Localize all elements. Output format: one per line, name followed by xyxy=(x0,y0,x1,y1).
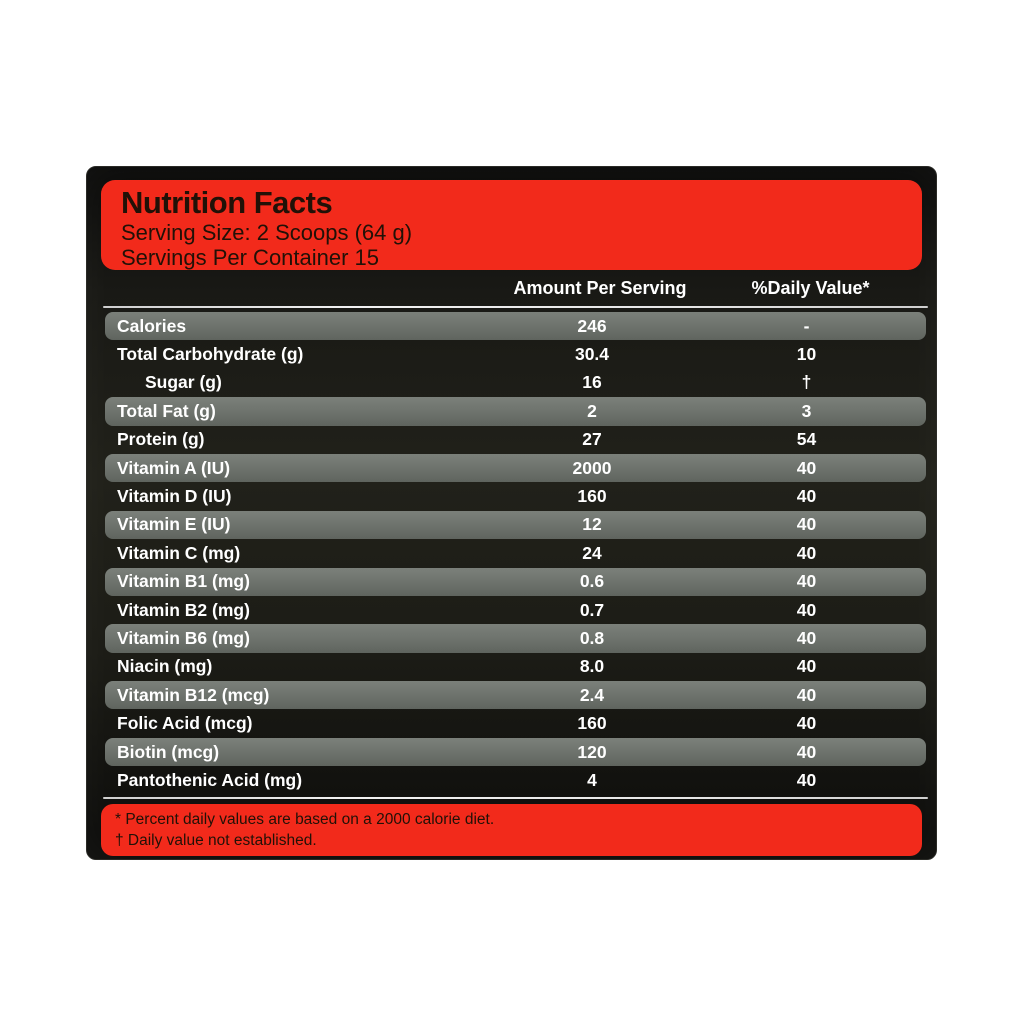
nutrient-name: Vitamin B6 (mg) xyxy=(117,627,250,648)
table-column-headers: Amount Per Serving %Daily Value* xyxy=(105,272,926,304)
nutrient-amount: 4 xyxy=(587,769,597,790)
nutrient-amount: 160 xyxy=(577,713,607,734)
nutrient-amount: 0.7 xyxy=(579,599,605,620)
table-row: Niacin (mg) 8.0 40 xyxy=(105,653,926,681)
nutrient-amount: 30.4 xyxy=(574,344,610,365)
table-row: Calories 246 - xyxy=(105,312,926,341)
nutrient-name: Vitamin B1 (mg) xyxy=(117,571,250,592)
nutrient-name: Total Carbohydrate (g) xyxy=(117,344,304,365)
nutrient-daily-value: 40 xyxy=(796,457,817,478)
nutrient-name: Vitamin B12 (mcg) xyxy=(117,684,270,705)
nutrient-amount: 2.4 xyxy=(579,684,605,705)
nutrient-amount: 24 xyxy=(582,542,602,563)
nutrient-name: Vitamin B2 (mg) xyxy=(117,599,250,620)
nutrient-name: Protein (g) xyxy=(117,429,205,450)
nutrient-amount: 246 xyxy=(577,315,607,336)
footnote-daily-value-not-established: † Daily value not established. xyxy=(115,831,317,849)
nutrient-amount: 160 xyxy=(577,486,607,507)
nutrient-amount: 2 xyxy=(587,400,597,421)
table-row: Pantothenic Acid (mg) 4 40 xyxy=(105,766,926,794)
nutrient-daily-value: 40 xyxy=(796,542,817,563)
serving-size-text: Serving Size: 2 Scoops (64 g) xyxy=(121,220,413,245)
table-row: Protein (g) 27 54 xyxy=(105,426,926,454)
nutrient-daily-value: 10 xyxy=(796,344,817,365)
nutrient-amount: 0.6 xyxy=(579,571,605,592)
nutrient-amount: 16 xyxy=(582,372,602,393)
table-row: Total Fat (g) 2 3 xyxy=(105,397,926,426)
nutrient-daily-value: 40 xyxy=(796,741,817,762)
table-row: Total Carbohydrate (g) 30.4 10 xyxy=(105,340,926,368)
table-row: Vitamin E (IU) 12 40 xyxy=(105,510,926,540)
nutrient-amount: 120 xyxy=(577,741,607,762)
nutrient-daily-value: 40 xyxy=(796,769,817,790)
nutrient-name: Vitamin D (IU) xyxy=(117,486,232,507)
nutrition-table: Calories 246 - Total Carbohydrate (g) 30… xyxy=(105,312,926,795)
nutrient-daily-value: 40 xyxy=(796,514,817,535)
table-row: Vitamin A (IU) 2000 40 xyxy=(105,453,926,483)
table-row: Vitamin B1 (mg) 0.6 40 xyxy=(105,567,926,596)
nutrient-amount: 27 xyxy=(582,429,602,450)
nutrition-facts-label: Nutrition Facts Serving Size: 2 Scoops (… xyxy=(86,166,937,860)
footnotes-panel: * Percent daily values are based on a 20… xyxy=(101,803,922,856)
table-row: Vitamin B12 (mcg) 2.4 40 xyxy=(105,681,926,710)
footnote-percent-daily-values: * Percent daily values are based on a 20… xyxy=(115,810,495,828)
nutrient-name: Vitamin C (mg) xyxy=(117,542,241,563)
nutrient-name: Pantothenic Acid (mg) xyxy=(117,769,303,790)
table-row: Biotin (mcg) 120 40 xyxy=(105,737,926,767)
table-row: Vitamin B6 (mg) 0.8 40 xyxy=(105,624,926,653)
label-header-panel: Nutrition Facts Serving Size: 2 Scoops (… xyxy=(101,180,922,270)
nutrient-daily-value: 3 xyxy=(801,400,812,421)
nutrient-daily-value: 40 xyxy=(796,486,817,507)
nutrient-daily-value: 40 xyxy=(796,713,817,734)
nutrient-name: Calories xyxy=(117,315,187,336)
nutrient-amount: 12 xyxy=(582,514,602,535)
nutrient-amount: 0.8 xyxy=(579,627,605,648)
nutrient-amount: 8.0 xyxy=(579,656,605,677)
nutrient-daily-value: 40 xyxy=(796,627,817,648)
column-header-daily-value: %Daily Value* xyxy=(751,277,870,298)
nutrient-name: Folic Acid (mcg) xyxy=(117,713,253,734)
nutrient-daily-value: - xyxy=(803,315,810,336)
table-row: Folic Acid (mcg) 160 40 xyxy=(105,709,926,737)
footer-separator-line xyxy=(103,796,928,799)
servings-per-container-text: Servings Per Container 15 xyxy=(121,245,380,270)
nutrient-daily-value: 54 xyxy=(796,429,817,450)
page-title: Nutrition Facts xyxy=(121,185,333,220)
table-row: Vitamin B2 (mg) 0.7 40 xyxy=(105,596,926,624)
nutrient-amount: 2000 xyxy=(572,457,612,478)
column-header-amount: Amount Per Serving xyxy=(513,277,687,298)
table-row: Sugar (g) 16 † xyxy=(105,369,926,397)
nutrient-daily-value: † xyxy=(801,372,812,393)
nutrient-daily-value: 40 xyxy=(796,684,817,705)
table-row: Vitamin C (mg) 24 40 xyxy=(105,539,926,567)
nutrient-daily-value: 40 xyxy=(796,571,817,592)
table-row: Vitamin D (IU) 160 40 xyxy=(105,482,926,510)
header-separator-line xyxy=(103,306,928,308)
nutrient-name: Vitamin E (IU) xyxy=(117,514,231,535)
nutrient-name: Vitamin A (IU) xyxy=(117,457,231,478)
nutrient-daily-value: 40 xyxy=(796,599,817,620)
nutrient-name: Biotin (mcg) xyxy=(117,741,220,762)
nutrient-name: Sugar (g) xyxy=(145,372,222,393)
nutrient-daily-value: 40 xyxy=(796,656,817,677)
nutrient-name: Niacin (mg) xyxy=(117,656,213,677)
nutrient-name: Total Fat (g) xyxy=(117,400,216,421)
